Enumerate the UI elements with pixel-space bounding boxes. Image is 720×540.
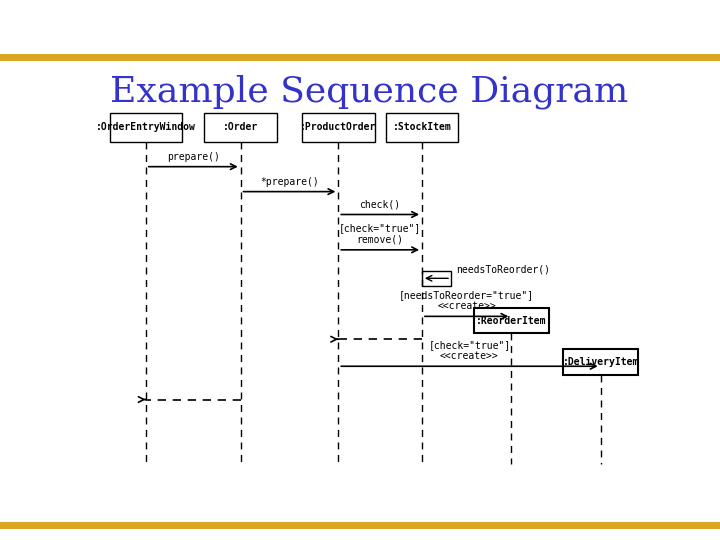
Text: [check="true"]
<<create>>: [check="true"] <<create>> (428, 340, 510, 361)
Bar (563, 349, 638, 375)
Text: [check="true"]
remove(): [check="true"] remove() (339, 223, 421, 245)
Text: needsToReorder(): needsToReorder() (456, 265, 551, 275)
Bar (204, 113, 277, 141)
Bar (422, 271, 451, 286)
Bar (302, 113, 374, 141)
Text: prepare(): prepare() (167, 152, 220, 161)
Text: :StockItem: :StockItem (392, 122, 451, 132)
Bar (109, 113, 182, 141)
Text: :OrderEntryWindow: :OrderEntryWindow (96, 122, 196, 132)
Bar (474, 308, 549, 333)
Text: check(): check() (359, 199, 401, 210)
Bar (386, 113, 459, 141)
Text: *prepare(): *prepare() (260, 177, 319, 187)
Text: :DeliveryItem: :DeliveryItem (562, 357, 639, 367)
Text: :ReorderItem: :ReorderItem (476, 315, 546, 326)
Text: [needsToReorder="true"]
<<create>>: [needsToReorder="true"] <<create>> (399, 290, 534, 312)
Text: :ProductOrder: :ProductOrder (300, 122, 377, 132)
Text: :Order: :Order (223, 122, 258, 132)
Text: Example Sequence Diagram: Example Sequence Diagram (110, 75, 628, 109)
